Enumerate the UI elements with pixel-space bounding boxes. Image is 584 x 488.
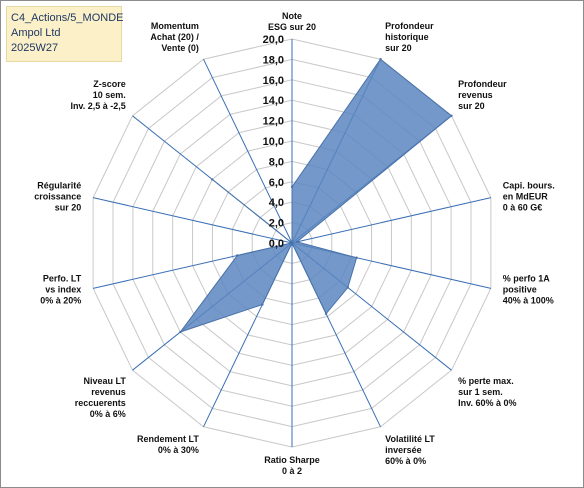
axis-label: Régularité croissance sur 20 — [34, 180, 81, 212]
info-line-1: C4_Actions/5_MONDE — [11, 12, 124, 24]
axis-label-line: Profondeur — [458, 79, 507, 89]
axis-label-line: Capi. bours. — [503, 180, 555, 190]
axis-label-line: 10 sem. — [93, 90, 126, 100]
axis-label-line: en MdEUR — [503, 191, 549, 201]
axis-label-line: 0 à 60 G€ — [503, 202, 543, 212]
axis-label-line: Régularité — [37, 180, 81, 190]
axis-label-line: Perfo. LT — [43, 274, 82, 284]
r-tick-label: 20,0 — [263, 34, 284, 46]
axis-label-line: 0% à 20% — [40, 296, 81, 306]
axis-label: Z-score 10 sem. Inv. 2,5 à -2,5 — [70, 79, 125, 111]
data-point — [179, 330, 182, 334]
data-point — [355, 256, 358, 259]
axis-label-line: Niveau LT — [83, 376, 126, 386]
r-tick-label: 14,0 — [263, 95, 284, 107]
axis-label-line: revenus — [458, 90, 493, 100]
axis-label-line: ESG sur 20 — [268, 22, 316, 32]
axis-spoke — [93, 197, 293, 244]
axis-label: Momentum Achat (20) / Vente (0) — [150, 21, 199, 53]
axis-label-line: Note — [282, 11, 302, 21]
data-point — [450, 114, 453, 118]
data-point — [295, 240, 299, 244]
axis-label: Profondeur historique sur 20 — [385, 21, 434, 53]
axis-label: Perfo. LT vs index 0% à 20% — [40, 274, 82, 306]
axis-label-line: Momentum — [151, 21, 199, 31]
axis-label: Capi. bours. en MdEUR 0 à 60 G€ — [503, 180, 555, 212]
data-point — [290, 241, 294, 245]
axis-label: % perfo 1A positive 40% à 100% — [503, 274, 554, 306]
axis-label-line: 40% à 100% — [503, 296, 554, 306]
axis-label-line: Vente (0) — [161, 43, 199, 53]
axis-label-line: revenus — [91, 387, 126, 397]
axis-label-line: 0 à 2 — [282, 466, 302, 476]
r-tick-label: 4,0 — [269, 197, 284, 209]
series-area — [179, 58, 453, 334]
axis-label-line: Rendement LT — [137, 434, 199, 444]
axis-label-line: Inv. 2,5 à -2,5 — [70, 101, 125, 111]
axis-label: Ratio Sharpe 0 à 2 — [264, 455, 320, 476]
axis-label-line: inversée — [385, 445, 422, 455]
axis-label-line: reccuerents — [75, 398, 126, 408]
info-box: C4_Actions/5_MONDE Ampol Ltd 2025W27 — [6, 6, 124, 62]
r-tick-label: 8,0 — [269, 156, 284, 168]
axis-label: Niveau LT revenus reccuerents 0% à 6% — [75, 376, 127, 419]
data-point — [236, 254, 239, 257]
axis-label-line: Profondeur — [385, 21, 434, 31]
axis-label-line: historique — [385, 32, 429, 42]
data-point — [211, 178, 214, 181]
data-point — [379, 58, 382, 61]
data-point — [261, 303, 264, 306]
axis-label-line: Achat (20) / — [150, 32, 199, 42]
axis-label: Volatilité LT inversée 60% à 0% — [385, 434, 435, 466]
data-point — [290, 185, 294, 189]
axis-label-line: croissance — [34, 191, 81, 201]
axis-label-line: 0% à 30% — [158, 445, 199, 455]
r-tick-label: 18,0 — [263, 54, 284, 66]
axis-label-line: sur 20 — [458, 101, 485, 111]
axis-label-line: sur 1 sem. — [458, 387, 503, 397]
axis-label: Note ESG sur 20 — [268, 11, 316, 32]
info-line-2: Ampol Ltd — [11, 27, 61, 39]
r-tick-label: 2,0 — [269, 218, 284, 230]
axis-label-line: Volatilité LT — [385, 434, 435, 444]
r-tick-label: 10,0 — [263, 136, 284, 148]
data-point — [324, 312, 328, 315]
axis-label-line: % perte max. — [458, 376, 514, 386]
axis-spoke — [203, 58, 293, 244]
axis-spoke — [291, 197, 491, 244]
axis-label: % perte max. sur 1 sem. Inv. 60% à 0% — [458, 376, 516, 408]
r-tick-label: 12,0 — [263, 116, 284, 128]
axis-label-line: Inv. 60% à 0% — [458, 398, 516, 408]
axis-label-line: 0% à 6% — [90, 409, 126, 419]
r-tick-label: 0,0 — [269, 238, 284, 250]
axis-label: Rendement LT 0% à 30% — [137, 434, 199, 455]
info-line-3: 2025W27 — [11, 42, 59, 54]
r-tick-label: 6,0 — [269, 177, 284, 189]
axis-label-line: Z-score — [93, 79, 126, 89]
axis-label-line: sur 20 — [385, 43, 412, 53]
r-tick-label: 16,0 — [263, 75, 284, 87]
axis-label-line: 60% à 0% — [385, 456, 426, 466]
axis-label-line: positive — [503, 285, 537, 295]
axis-label-line: sur 20 — [55, 202, 82, 212]
data-point — [346, 286, 350, 289]
axis-label: Profondeur revenus sur 20 — [458, 79, 507, 111]
axis-label-line: Ratio Sharpe — [264, 455, 320, 465]
axis-label-line: % perfo 1A — [503, 274, 551, 284]
axis-label-line: vs index — [45, 285, 81, 295]
